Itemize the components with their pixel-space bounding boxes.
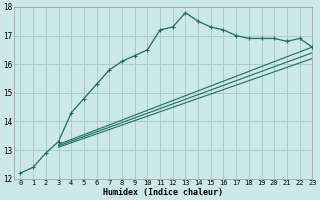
- X-axis label: Humidex (Indice chaleur): Humidex (Indice chaleur): [103, 188, 223, 197]
